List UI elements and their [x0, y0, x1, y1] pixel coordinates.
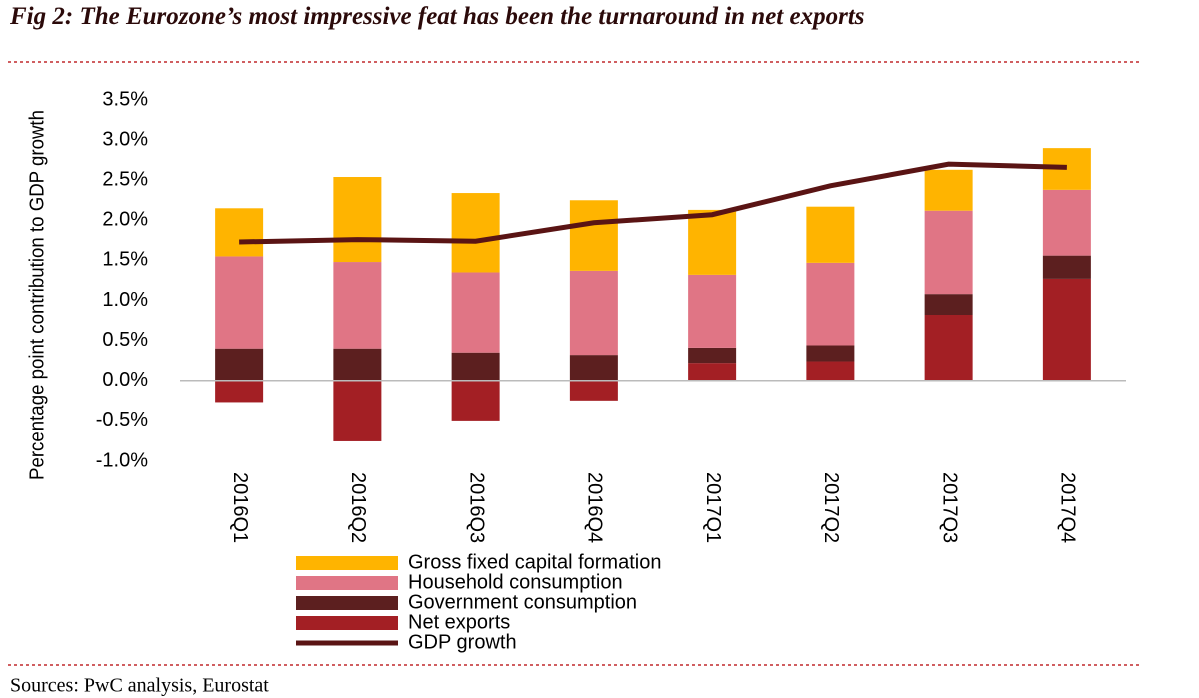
bar: [688, 274, 737, 348]
legend-label: Gross fixed capital formation: [408, 551, 661, 573]
x-tick-label: 2017Q2: [820, 472, 842, 543]
bar: [1042, 278, 1091, 381]
x-tick-label: 2017Q4: [1057, 472, 1079, 543]
bar: [333, 348, 382, 381]
bar: [688, 347, 737, 364]
y-tick-label: 0.0%: [102, 369, 148, 391]
bar: [451, 352, 500, 381]
line: [239, 161, 1067, 245]
source: Sources: PwC analysis, Eurostat: [10, 675, 269, 697]
y-tick-label: 1.0%: [102, 289, 148, 311]
bar: [806, 262, 855, 346]
bar: [451, 193, 500, 273]
legend-swatch: [296, 556, 398, 570]
y-tick-label: 0.5%: [102, 329, 148, 351]
bar: [215, 380, 264, 403]
bar: [215, 256, 264, 349]
bar: [688, 363, 737, 381]
y-tick-label: 2.0%: [102, 209, 148, 231]
x-tick-label: 2017Q3: [938, 472, 960, 543]
y-tick-label: 3.0%: [102, 128, 148, 150]
bar: [569, 270, 618, 356]
bar: [688, 209, 737, 275]
y-tick-label: 3.5%: [102, 88, 148, 110]
bar: [924, 169, 973, 211]
bar: [1042, 189, 1091, 256]
bar: [806, 206, 855, 263]
y-axis-label: Percentage point contribution to GDP gro…: [26, 110, 48, 480]
bar: [806, 361, 855, 381]
y-tick-label: 1.5%: [102, 249, 148, 271]
x-tick-label: 2017Q1: [702, 472, 724, 543]
bar: [924, 210, 973, 295]
bar: [569, 380, 618, 401]
chart-title: Fig 2: The Eurozone’s most impressive fe…: [10, 4, 865, 30]
bar: [806, 345, 855, 362]
bar: [215, 348, 264, 381]
x-tick-label: 2016Q2: [347, 472, 369, 543]
bar: [333, 177, 382, 263]
legend-swatch: [296, 576, 398, 590]
bar: [1042, 255, 1091, 279]
bar: [924, 294, 973, 315]
legend-label: GDP growth: [408, 631, 517, 653]
bar: [451, 272, 500, 353]
bar: [569, 200, 618, 271]
legend-swatch: [296, 596, 398, 610]
legend-label: Net exports: [408, 611, 510, 633]
bar: [451, 380, 500, 421]
bar: [333, 380, 382, 441]
x-tick-label: 2016Q1: [229, 472, 251, 543]
bar: [215, 208, 264, 257]
bar: [569, 355, 618, 381]
x-tick-label: 2016Q3: [465, 472, 487, 543]
bar: [924, 314, 973, 381]
legend-label: Household consumption: [408, 571, 623, 593]
legend-swatch: [296, 616, 398, 630]
x-tick-label: 2016Q4: [584, 472, 606, 543]
legend-label: Government consumption: [408, 591, 637, 613]
y-tick-label: -1.0%: [96, 449, 148, 471]
y-tick-label: -0.5%: [96, 409, 148, 431]
bar: [333, 262, 382, 349]
title-box: Fig 2: The Eurozone’s most impressive fe…: [10, 4, 865, 30]
y-tick-label: 2.5%: [102, 169, 148, 191]
